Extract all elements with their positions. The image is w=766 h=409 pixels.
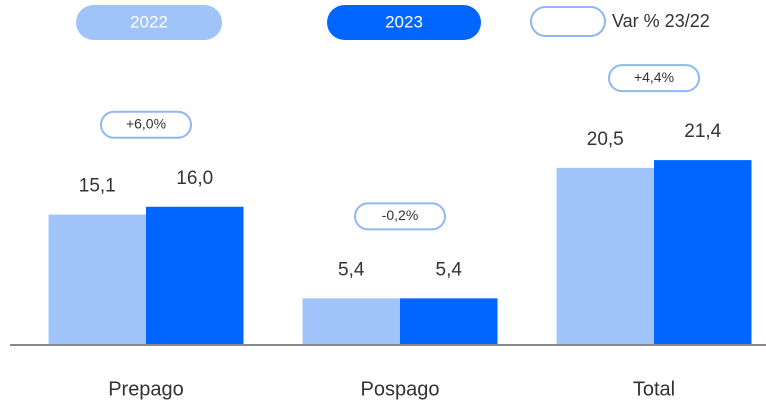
variance-label: +4,4%	[634, 69, 674, 85]
x-tick-label: Pospago	[361, 378, 440, 400]
x-tick-label: Prepago	[108, 378, 184, 400]
variance-pill	[608, 64, 700, 93]
legend-label: 2022	[130, 12, 168, 31]
value-label: 15,1	[79, 176, 116, 197]
variance-pill	[100, 110, 192, 139]
value-label: 5,4	[338, 259, 365, 280]
bar	[400, 298, 498, 345]
value-label: 16,0	[176, 168, 213, 189]
bar	[302, 298, 400, 345]
bar	[556, 167, 654, 345]
value-label: 21,4	[684, 121, 721, 142]
value-label: 20,5	[587, 129, 624, 150]
variance-label: +6,0%	[126, 115, 166, 131]
bar	[48, 214, 146, 345]
bar	[654, 160, 752, 345]
x-tick-label: Total	[633, 378, 675, 400]
bar	[146, 206, 244, 345]
value-label: 5,4	[436, 259, 463, 280]
legend-label: 2023	[385, 12, 423, 31]
legend-swatch	[530, 6, 606, 37]
legend-label: Var % 23/22	[612, 11, 710, 31]
legend-swatch	[327, 5, 481, 40]
variance-label: -0,2%	[382, 207, 419, 223]
legend-swatch	[76, 5, 222, 40]
variance-pill	[354, 202, 446, 231]
